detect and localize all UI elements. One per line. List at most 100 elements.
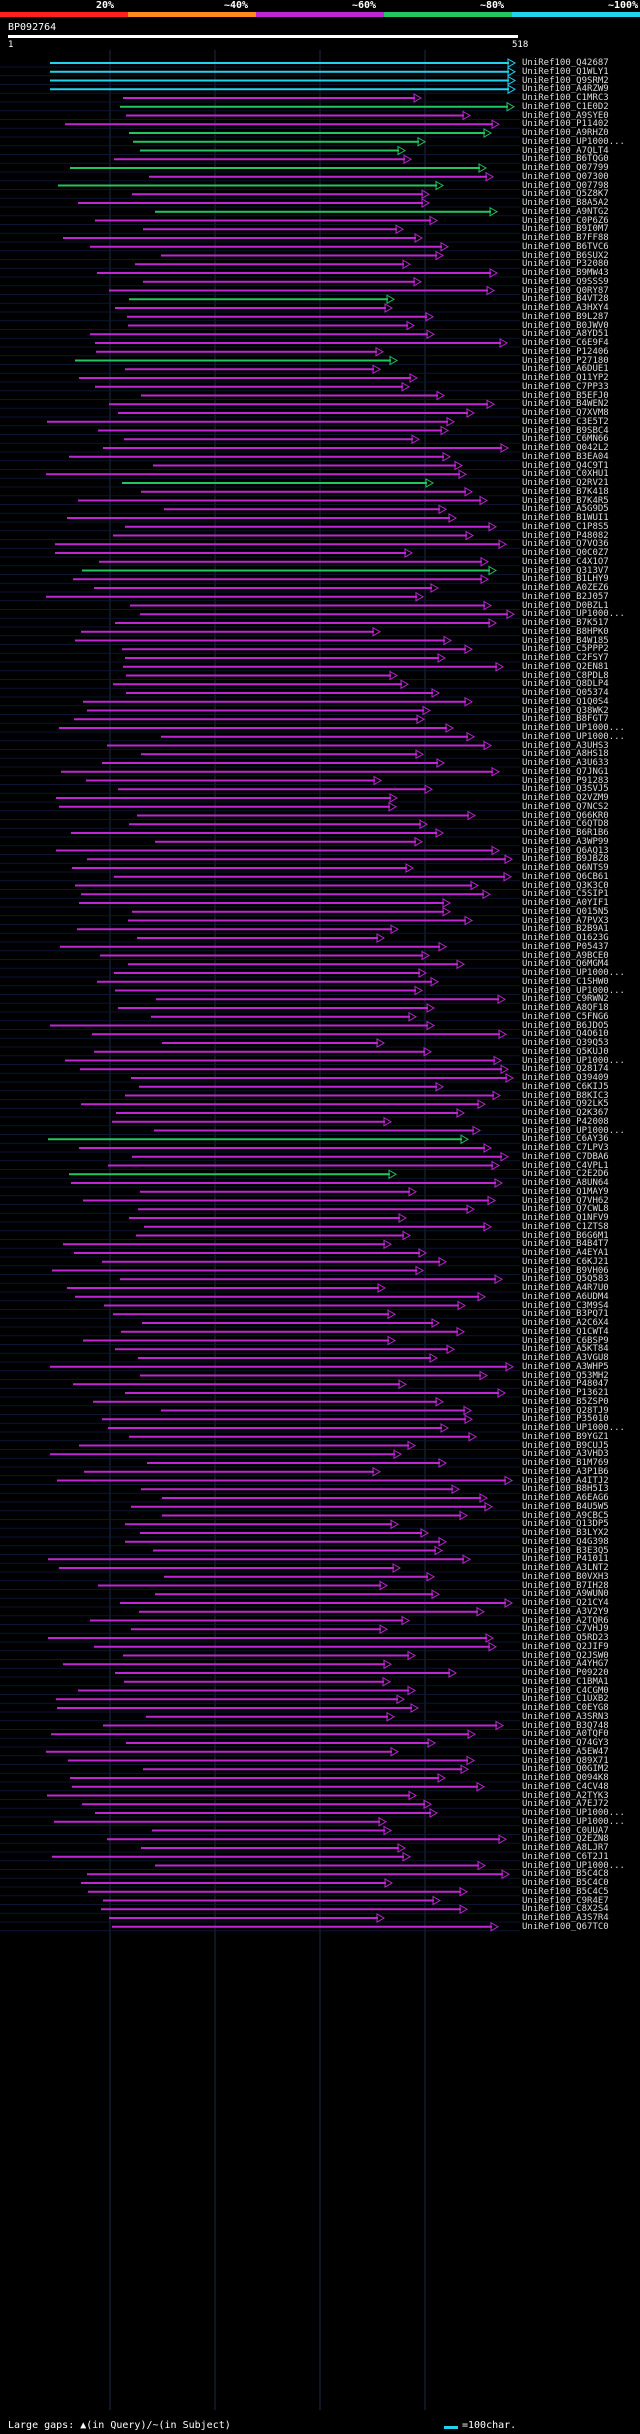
hit-link[interactable]: UniRef100_C0XHU1 xyxy=(522,469,609,480)
hit-link[interactable]: UniRef100_B4W185 xyxy=(522,635,609,646)
hit-link[interactable]: UniRef100_A3VHD3 xyxy=(522,1449,609,1460)
hit-link[interactable]: UniRef100_Q3SVJ5 xyxy=(522,784,609,795)
hit-link[interactable]: UniRef100_C3E5T2 xyxy=(522,416,609,427)
hit-link[interactable]: UniRef100_B6JDO5 xyxy=(522,1020,609,1031)
hit-link[interactable]: UniRef100_B9CUJ5 xyxy=(522,1440,609,1451)
hit-link[interactable]: UniRef100_B3E3Q5 xyxy=(522,1545,609,1556)
hit-link[interactable]: UniRef100_UP1000... xyxy=(522,731,625,742)
hit-link[interactable]: UniRef100_C4X1O7 xyxy=(522,556,609,567)
hit-link[interactable]: UniRef100_B9JBZ8 xyxy=(522,854,609,865)
hit-link[interactable]: UniRef100_B5EFJ0 xyxy=(522,390,609,401)
hit-link[interactable]: UniRef100_A7PVX3 xyxy=(522,915,609,926)
hit-link[interactable]: UniRef100_Q67TC0 xyxy=(522,1921,609,1932)
hit-link[interactable]: UniRef100_C1MRC3 xyxy=(522,93,609,103)
hit-link[interactable]: UniRef100_C9R4E7 xyxy=(522,1895,609,1906)
hit-link[interactable]: UniRef100_B2B9A1 xyxy=(522,924,609,935)
hit-link[interactable]: UniRef100_Q0C0Z7 xyxy=(522,548,609,558)
hit-link[interactable]: UniRef100_A8YD51 xyxy=(522,329,609,340)
hit-link[interactable]: UniRef100_UP1000... xyxy=(522,609,625,620)
hit-link[interactable]: UniRef100_Q1CWT4 xyxy=(522,1326,609,1337)
hit-link[interactable]: UniRef100_A9CBC5 xyxy=(522,1510,609,1521)
hit-link[interactable]: UniRef100_C5PPP2 xyxy=(522,644,609,655)
hit-link[interactable]: UniRef100_A2TYK3 xyxy=(522,1790,609,1801)
hit-link[interactable]: UniRef100_B8A5A2 xyxy=(522,198,609,208)
hit-link[interactable]: UniRef100_Q1WLY1 xyxy=(522,66,609,77)
hit-link[interactable]: UniRef100_B9I0M7 xyxy=(522,224,609,235)
hit-link[interactable]: UniRef100_C1P8S5 xyxy=(522,521,609,532)
hit-link[interactable]: UniRef100_A9NTG2 xyxy=(522,206,609,217)
hit-link[interactable]: UniRef100_C4VPL1 xyxy=(522,1160,609,1171)
hit-link[interactable]: UniRef100_Q2EZN8 xyxy=(522,1834,609,1845)
hit-link[interactable]: UniRef100_C1UXB2 xyxy=(522,1694,609,1705)
hit-link[interactable]: UniRef100_B5C4C0 xyxy=(522,1878,609,1888)
hit-link[interactable]: UniRef100_P12406 xyxy=(522,346,609,357)
hit-link[interactable]: UniRef100_Q07799 xyxy=(522,163,609,173)
hit-link[interactable]: UniRef100_B7K418 xyxy=(522,486,609,497)
hit-link[interactable]: UniRef100_C4CGM0 xyxy=(522,1685,609,1696)
hit-link[interactable]: UniRef100_UP1000... xyxy=(522,136,625,147)
hit-link[interactable]: UniRef100_A3WP99 xyxy=(522,836,609,847)
hit-link[interactable]: UniRef100_C7VHJ9 xyxy=(522,1624,609,1635)
hit-link[interactable]: UniRef100_Q7JNG1 xyxy=(522,766,609,777)
hit-link[interactable]: UniRef100_Q6CB61 xyxy=(522,871,609,882)
hit-link[interactable]: UniRef100_B5C4C8 xyxy=(522,1869,609,1880)
hit-link[interactable]: UniRef100_C1BMA1 xyxy=(522,1676,609,1687)
hit-link[interactable]: UniRef100_C1E0D2 xyxy=(522,101,609,112)
hit-link[interactable]: UniRef100_B6TVC6 xyxy=(522,241,609,252)
hit-link[interactable]: UniRef100_A0YIF1 xyxy=(522,898,609,908)
hit-link[interactable]: UniRef100_B9L287 xyxy=(522,311,609,322)
hit-link[interactable]: UniRef100_UP1000... xyxy=(522,1423,625,1433)
hit-link[interactable]: UniRef100_A8HS18 xyxy=(522,749,609,760)
hit-link[interactable]: UniRef100_Q0GIM2 xyxy=(522,1764,609,1775)
hit-link[interactable]: UniRef100_Q1NFV9 xyxy=(522,1213,609,1223)
hit-link[interactable]: UniRef100_A9SYE0 xyxy=(522,110,609,121)
hit-link[interactable]: UniRef100_B9SBC4 xyxy=(522,425,609,436)
hit-link[interactable]: UniRef100_C6E9F4 xyxy=(522,338,609,348)
hit-link[interactable]: UniRef100_A3HXY4 xyxy=(522,303,609,313)
hit-link[interactable]: UniRef100_Q094K8 xyxy=(522,1773,609,1783)
hit-link[interactable]: UniRef100_C5FNG6 xyxy=(522,1011,609,1022)
hit-link[interactable]: UniRef100_B3LYX2 xyxy=(522,1528,609,1538)
hit-link[interactable]: UniRef100_Q21CY4 xyxy=(522,1598,609,1608)
hit-link[interactable]: UniRef100_C2E2D6 xyxy=(522,1169,609,1180)
hit-link[interactable]: UniRef100_Q07300 xyxy=(522,171,609,182)
hit-link[interactable]: UniRef100_UP1000... xyxy=(522,1055,625,1066)
hit-link[interactable]: UniRef100_Q2JSW0 xyxy=(522,1650,609,1661)
hit-link[interactable]: UniRef100_Q015N5 xyxy=(522,906,609,917)
hit-link[interactable]: UniRef100_C6KJ21 xyxy=(522,1256,609,1267)
hit-link[interactable]: UniRef100_Q6MGM4 xyxy=(522,959,609,970)
hit-link[interactable]: UniRef100_C8X2S4 xyxy=(522,1904,609,1915)
hit-link[interactable]: UniRef100_C7PP33 xyxy=(522,381,609,392)
hit-link[interactable]: UniRef100_Q6AQ13 xyxy=(522,845,609,856)
hit-link[interactable]: UniRef100_Q42687 xyxy=(522,58,609,68)
hit-link[interactable]: UniRef100_A7EJ72 xyxy=(522,1799,609,1810)
hit-link[interactable]: UniRef100_Q2VZM9 xyxy=(522,793,609,803)
hit-link[interactable]: UniRef100_A9RHZ0 xyxy=(522,128,609,138)
hit-link[interactable]: UniRef100_Q7VO36 xyxy=(522,539,609,550)
hit-link[interactable]: UniRef100_B3EA04 xyxy=(522,451,609,462)
hit-link[interactable]: UniRef100_UP1000... xyxy=(522,985,625,996)
hit-link[interactable]: UniRef100_A3UHS3 xyxy=(522,740,609,751)
hit-link[interactable]: UniRef100_C0P6Z6 xyxy=(522,215,609,226)
hit-link[interactable]: UniRef100_Q3K3C0 xyxy=(522,880,609,891)
hit-link[interactable]: UniRef100_C4CV48 xyxy=(522,1781,609,1792)
hit-link[interactable]: UniRef100_UP1000... xyxy=(522,1816,625,1827)
hit-link[interactable]: UniRef100_Q2RV21 xyxy=(522,478,609,488)
hit-link[interactable]: UniRef100_Q5Z8K7 xyxy=(522,189,609,200)
hit-link[interactable]: UniRef100_B3PQ71 xyxy=(522,1309,609,1320)
hit-link[interactable]: UniRef100_Q05374 xyxy=(522,688,609,698)
hit-link[interactable]: UniRef100_Q5Q583 xyxy=(522,1274,609,1285)
hit-link[interactable]: UniRef100_P05437 xyxy=(522,941,609,952)
hit-link[interactable]: UniRef100_B0VXH3 xyxy=(522,1571,609,1582)
hit-link[interactable]: UniRef100_A9WUN0 xyxy=(522,1589,609,1600)
hit-link[interactable]: UniRef100_P35010 xyxy=(522,1414,609,1425)
hit-link[interactable]: UniRef100_C6QTD8 xyxy=(522,819,609,830)
hit-link[interactable]: UniRef100_B6TQG0 xyxy=(522,154,609,165)
hit-link[interactable]: UniRef100_P42008 xyxy=(522,1116,609,1127)
hit-link[interactable]: UniRef100_C6BSP9 xyxy=(522,1335,609,1346)
hit-link[interactable]: UniRef100_B0JWV0 xyxy=(522,320,609,331)
hit-link[interactable]: UniRef100_Q7CWL8 xyxy=(522,1204,609,1215)
hit-link[interactable]: UniRef100_A4EYA1 xyxy=(522,1248,609,1258)
hit-link[interactable]: UniRef100_B4WEN2 xyxy=(522,399,609,410)
hit-link[interactable]: UniRef100_A7QLT4 xyxy=(522,145,609,156)
